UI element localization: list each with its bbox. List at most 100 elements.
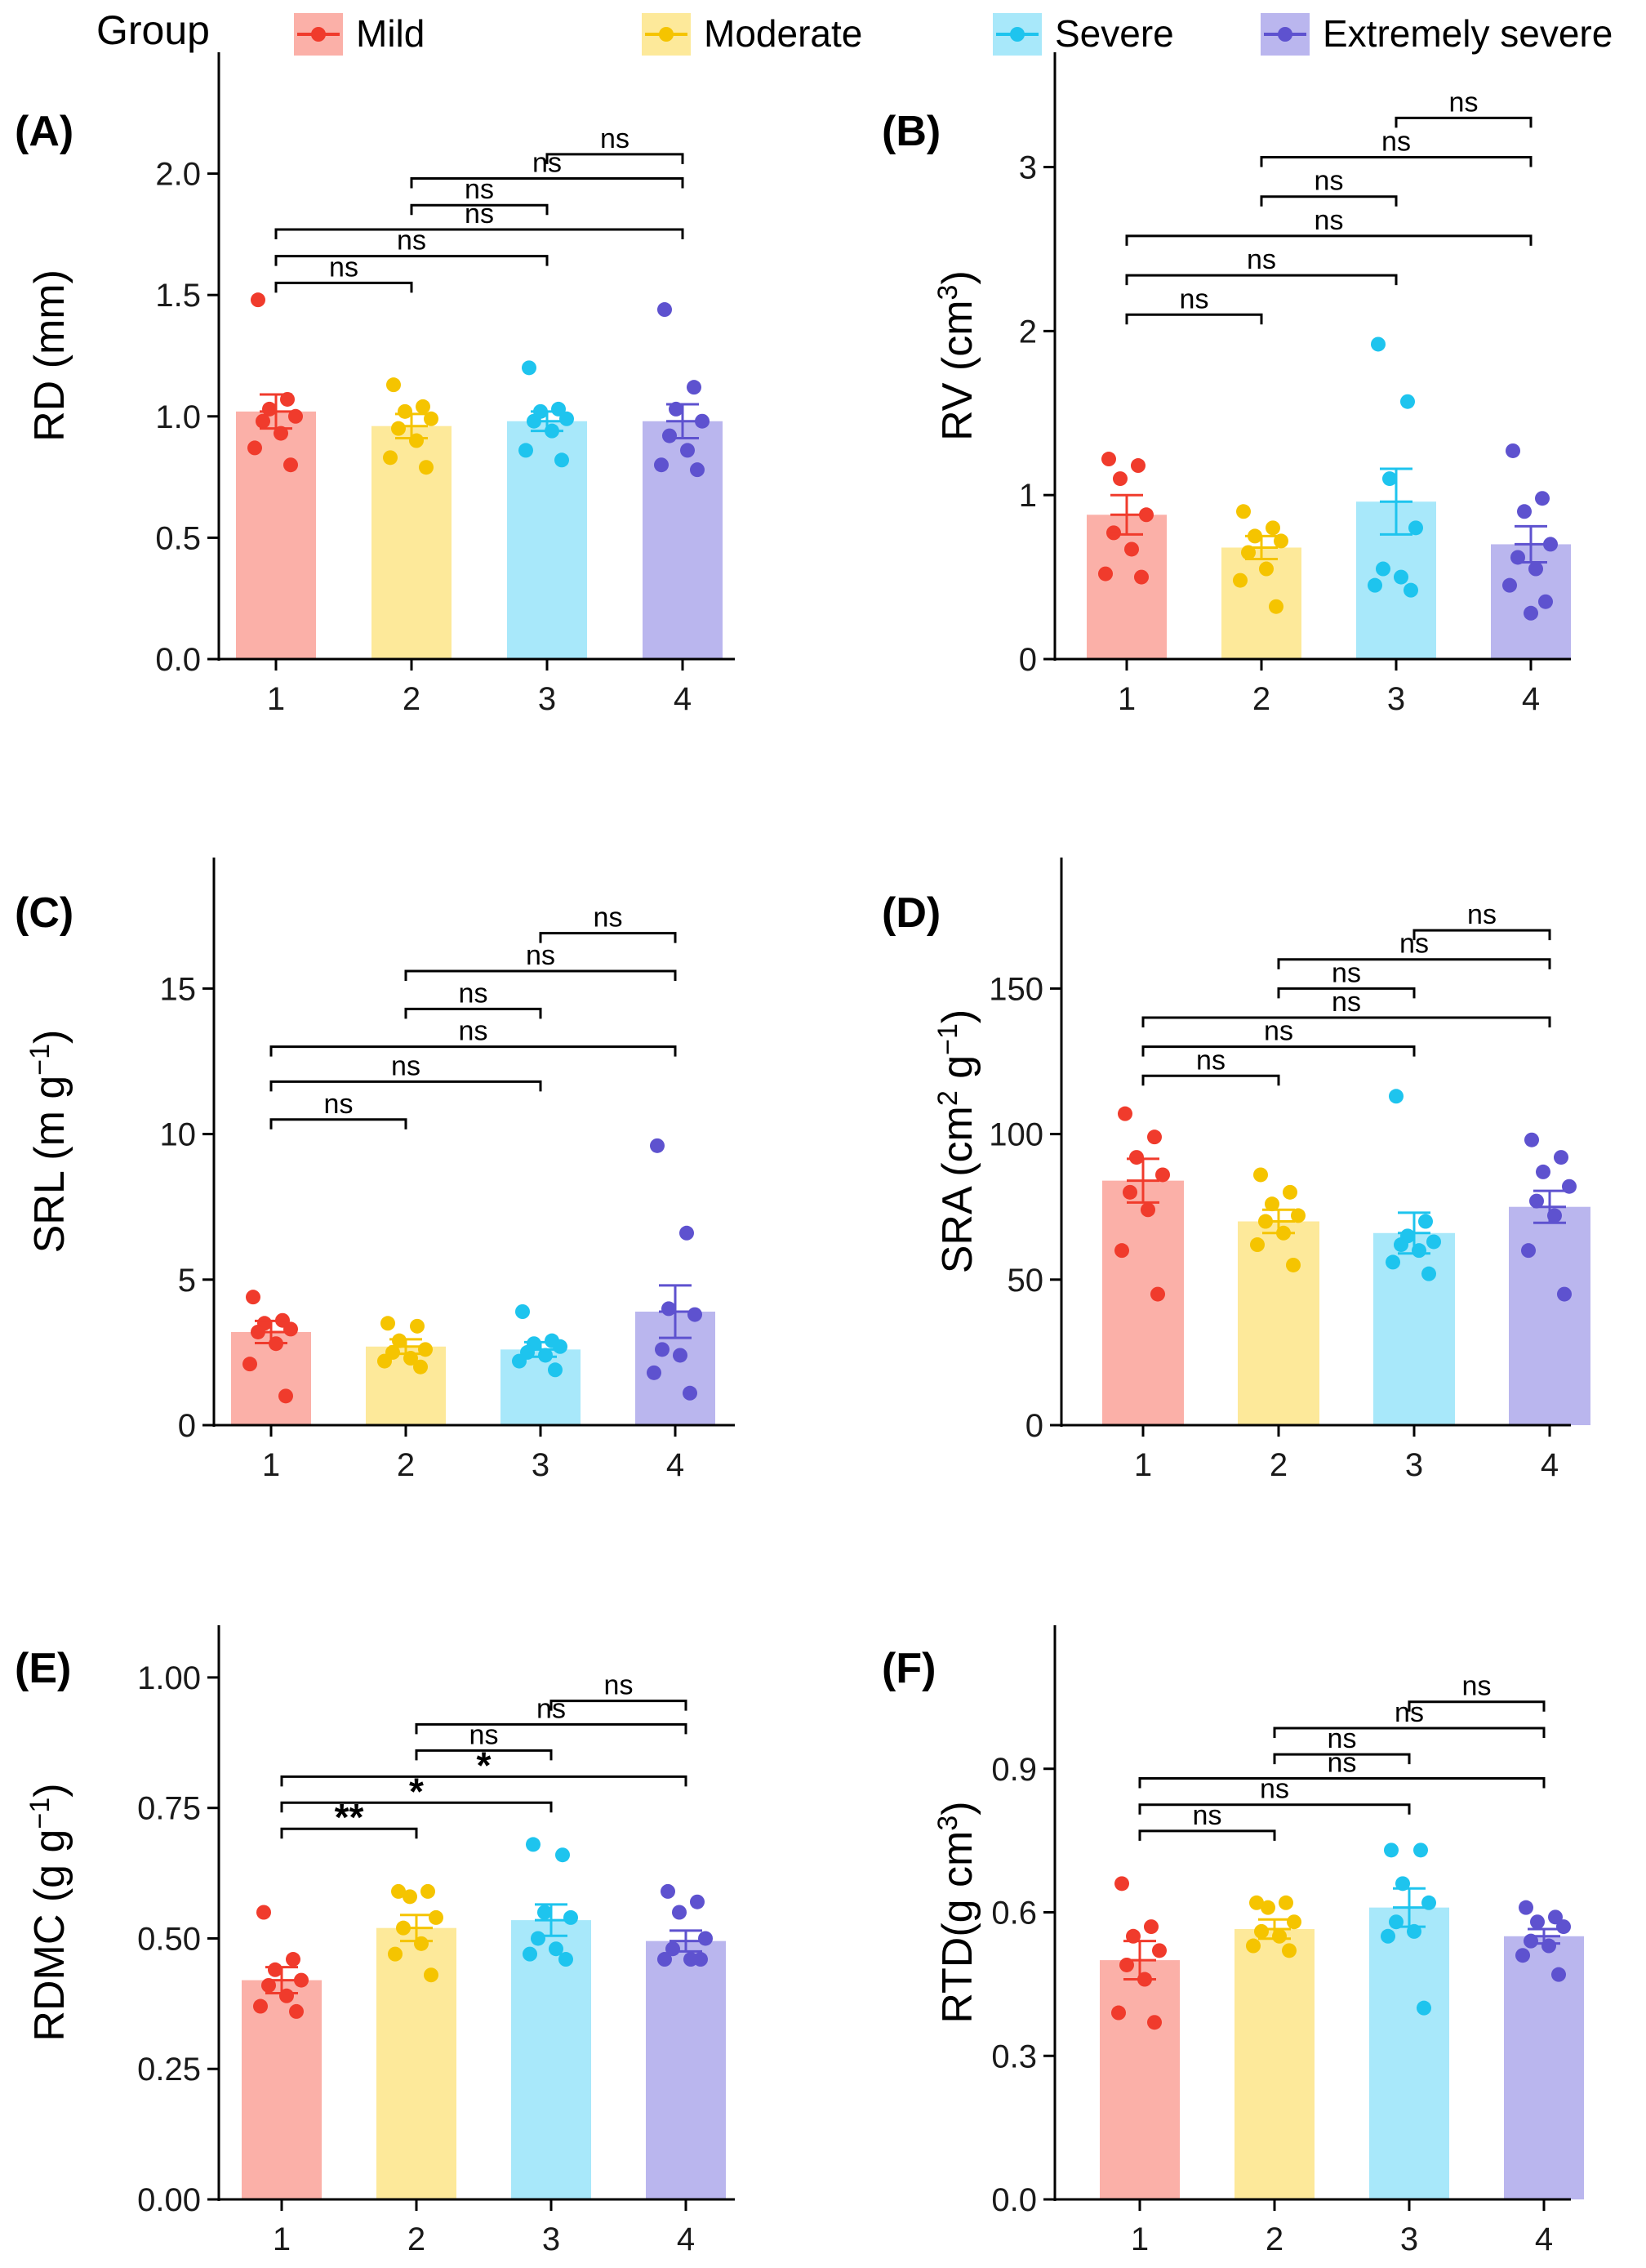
y-tick-label: 150: [989, 971, 1043, 1007]
y-tick-label: 0.00: [137, 2182, 201, 2218]
bar: [643, 421, 723, 659]
significance-label: ns: [1315, 205, 1344, 236]
x-tick-label: 2: [397, 1447, 415, 1483]
bar: [511, 1920, 591, 2199]
y-axis-title: RV (cm3): [932, 270, 981, 441]
y-tick-label: 1.0: [155, 399, 201, 435]
y-axis-title: RTD(g cm3): [932, 1801, 981, 2023]
data-point: [1101, 452, 1116, 467]
data-point: [1129, 1150, 1144, 1165]
data-point: [531, 1931, 545, 1946]
data-point: [1394, 1237, 1408, 1253]
data-point: [1381, 1928, 1395, 1944]
x-tick-label: 1: [262, 1447, 280, 1483]
data-point: [554, 452, 569, 468]
significance-bracket: [1141, 1016, 1551, 1028]
y-axis-title: RDMC (g g−1): [24, 1783, 73, 2041]
y-tick-label: 100: [989, 1117, 1043, 1153]
data-point: [1139, 507, 1154, 523]
significance-label: ns: [1332, 957, 1361, 988]
x-tick-label: 3: [532, 1447, 549, 1483]
bar: [1100, 1960, 1180, 2199]
panel-letter: (D): [882, 889, 941, 937]
legend-key-icon: [1261, 13, 1310, 56]
significance-bracket: [1277, 987, 1416, 999]
data-point: [1538, 594, 1553, 609]
data-point: [251, 292, 265, 308]
data-point: [698, 1931, 713, 1946]
legend: Group Mild Moderate Severe Extremely se: [0, 0, 1646, 74]
data-point: [1551, 1967, 1566, 1982]
significance-bracket: [1138, 1829, 1276, 1841]
data-point: [657, 1952, 672, 1967]
y-tick-label: 0.0: [991, 2182, 1037, 2218]
significance-bracket: [1277, 958, 1551, 969]
y-tick-label: 1: [1019, 478, 1037, 514]
data-point: [420, 1883, 435, 1899]
significance-bracket: [539, 932, 677, 943]
data-point: [1529, 1193, 1544, 1209]
data-point: [262, 401, 277, 417]
significance-bracket: [1395, 116, 1533, 128]
x-tick-label: 4: [1535, 2221, 1553, 2257]
data-point: [690, 462, 705, 478]
significance-bracket: [415, 1749, 553, 1761]
bar: [646, 1940, 726, 2199]
data-point: [1548, 1909, 1563, 1925]
data-point: [657, 302, 672, 318]
bar: [376, 1927, 456, 2199]
data-point: [1147, 1130, 1162, 1145]
data-point: [398, 403, 412, 419]
x-tick-label: 1: [1131, 2221, 1149, 2257]
data-point: [518, 443, 533, 458]
data-point: [283, 1321, 298, 1337]
data-point: [1291, 1208, 1306, 1223]
x-tick-label: 2: [403, 681, 420, 717]
data-point: [1118, 1106, 1132, 1121]
data-point: [1386, 1254, 1400, 1270]
significance-label: ns: [459, 978, 488, 1009]
data-point: [1152, 1943, 1167, 1958]
data-point: [1147, 2015, 1162, 2030]
data-point: [403, 1889, 417, 1905]
data-point: [1528, 561, 1543, 577]
data-point: [1282, 1943, 1297, 1958]
data-point: [1502, 577, 1517, 593]
data-point: [1417, 2000, 1431, 2016]
data-point: [1554, 1150, 1568, 1165]
data-point: [1150, 1286, 1165, 1302]
significance-label: ns: [391, 1050, 420, 1081]
data-point: [246, 1290, 260, 1305]
significance-bracket: [1125, 274, 1398, 286]
data-point: [650, 1138, 665, 1153]
data-point: [1114, 1876, 1129, 1891]
data-point: [1241, 545, 1256, 560]
data-point: [261, 1977, 276, 1993]
significance-label: ns: [465, 198, 494, 229]
significance-bracket: [410, 177, 684, 189]
data-point: [1382, 471, 1397, 487]
significance-bracket: [1273, 1753, 1411, 1765]
data-point: [410, 1318, 425, 1334]
y-tick-label: 0.75: [137, 1791, 201, 1827]
significance-label: *: [409, 1770, 424, 1812]
significance-bracket: [1141, 1074, 1280, 1086]
data-point: [1261, 1900, 1275, 1915]
significance-bracket: [410, 203, 549, 216]
significance-bracket: [269, 1045, 677, 1057]
x-tick-label: 4: [666, 1447, 684, 1483]
y-tick-label: 0.6: [991, 1896, 1037, 1932]
significance-bracket: [404, 1007, 542, 1019]
y-tick-label: 0.50: [137, 1921, 201, 1957]
legend-label: Mild: [356, 12, 425, 55]
data-point: [391, 421, 406, 436]
significance-bracket: [549, 1700, 687, 1711]
data-point: [1253, 1167, 1268, 1183]
data-point: [1286, 1257, 1301, 1272]
data-point: [537, 1905, 552, 1920]
x-tick-label: 3: [1400, 2221, 1418, 2257]
significance-bracket: [274, 281, 413, 293]
data-point: [1524, 605, 1538, 621]
data-point: [1418, 1214, 1433, 1229]
significance-label: ns: [604, 1670, 634, 1701]
